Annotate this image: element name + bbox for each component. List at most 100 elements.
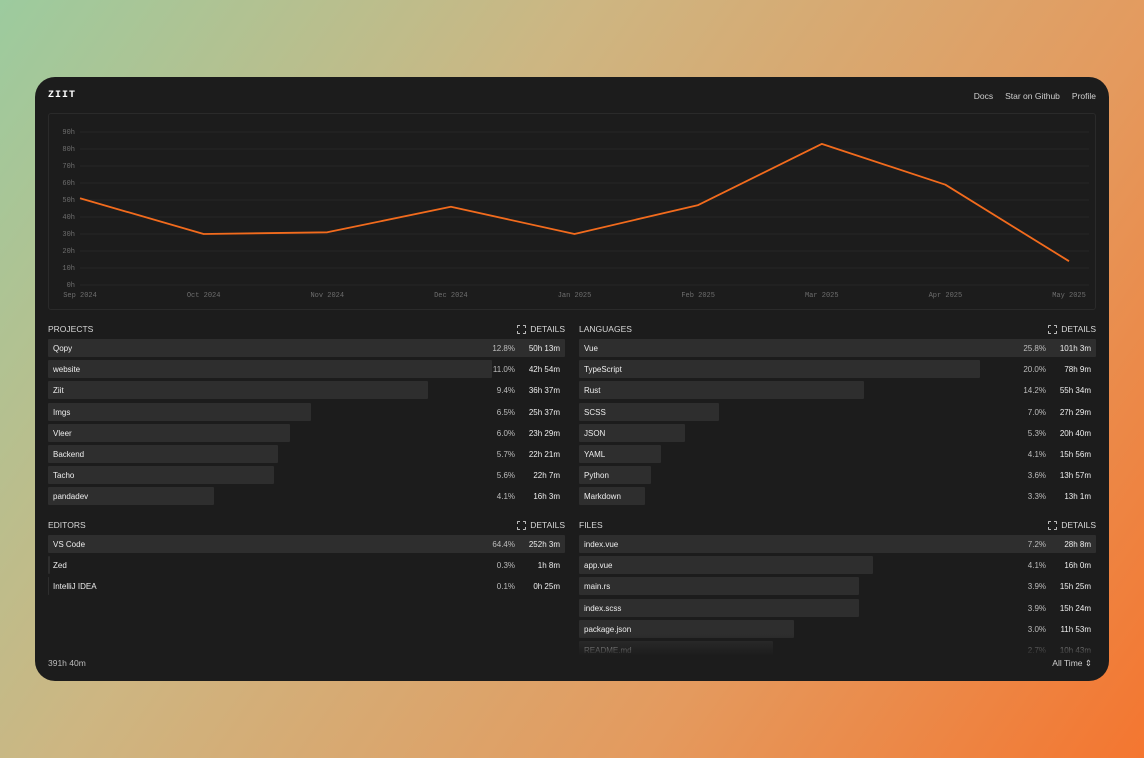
details-button[interactable]: DETAILS — [517, 324, 565, 334]
y-tick-label: 60h — [62, 180, 75, 188]
stat-row: package.json 3.0% 11h 53m — [579, 619, 1096, 638]
stat-row: Markdown 3.3% 13h 1m — [579, 487, 1096, 506]
details-button[interactable]: DETAILS — [1048, 324, 1096, 334]
y-tick-label: 90h — [62, 129, 75, 137]
stat-row: index.scss 3.9% 15h 24m — [579, 598, 1096, 617]
row-time: 0h 25m — [533, 582, 560, 592]
stat-row: Rust 14.2% 55h 34m — [579, 381, 1096, 400]
share-bar — [579, 445, 662, 463]
line-series — [79, 143, 1070, 262]
row-time: 15h 24m — [1059, 603, 1091, 613]
row-percent: 7.2% — [1027, 540, 1046, 549]
row-percent: 0.1% — [496, 582, 515, 592]
stat-row: Python 3.6% 13h 57m — [579, 466, 1096, 485]
x-tick-label: Sep 2024 — [63, 292, 97, 300]
y-tick-label: 10h — [62, 265, 75, 273]
row-percent: 4.1% — [1027, 561, 1046, 571]
stat-row: IntelliJ IDEA 0.1% 0h 25m — [48, 577, 565, 596]
row-name: Markdown — [584, 492, 621, 502]
x-tick-label: May 2025 — [1052, 292, 1086, 300]
app-window: ZIIT Docs Star on Github Profile 0h 10h 20… — [35, 77, 1109, 681]
stat-row: pandadev 4.1% 16h 3m — [48, 487, 565, 506]
row-name: JSON — [584, 428, 606, 438]
row-percent: 3.3% — [1027, 492, 1046, 502]
row-name: Imgs — [53, 407, 71, 417]
row-time: 23h 29m — [528, 428, 560, 438]
row-name: app.vue — [584, 561, 613, 571]
row-percent: 25.8% — [1023, 344, 1046, 353]
stat-row: Qopy 12.8% 50h 13m — [48, 339, 565, 357]
row-percent: 6.0% — [496, 428, 515, 438]
row-time: 101h 3m — [1059, 344, 1091, 353]
row-time: 78h 9m — [1064, 365, 1091, 375]
share-bar — [579, 619, 795, 638]
expand-icon — [517, 324, 527, 334]
row-percent: 64.4% — [492, 540, 515, 549]
share-bar — [48, 487, 214, 506]
y-tick-label: 50h — [62, 197, 75, 205]
x-tick-label: Mar 2025 — [805, 292, 839, 300]
x-tick-label: Apr 2025 — [929, 292, 963, 300]
details-label: DETAILS — [530, 520, 565, 530]
row-time: 1h 8m — [537, 561, 560, 571]
logo[interactable]: ZIIT — [48, 90, 77, 101]
expand-icon — [517, 520, 527, 530]
share-bar — [48, 535, 565, 553]
stat-row: YAML 4.1% 15h 56m — [579, 445, 1096, 463]
row-time: 16h 3m — [533, 492, 560, 502]
row-name: Zed — [53, 561, 67, 571]
row-name: IntelliJ IDEA — [53, 582, 97, 592]
row-percent: 3.0% — [1027, 624, 1046, 634]
share-bar — [48, 360, 493, 379]
details-button[interactable]: DETAILS — [517, 520, 565, 530]
stat-row: Ziit 9.4% 36h 37m — [48, 381, 565, 400]
stat-row: Vue 25.8% 101h 3m — [579, 339, 1096, 357]
row-percent: 6.5% — [496, 407, 515, 417]
row-name: Ziit — [53, 386, 64, 396]
chart-card: 0h 10h 20h 30h 40h 50h 60h 70h 80h 90h Sep 2024 Oct… — [48, 113, 1096, 310]
stat-panel: PROJECTS DETAILS Qopy 12.8% 50h 13m website 11… — [48, 322, 565, 512]
panel-title: FILES — [579, 520, 603, 530]
x-tick-label: Feb 2025 — [681, 292, 715, 300]
share-bar — [579, 556, 874, 575]
share-bar — [579, 402, 720, 421]
details-button[interactable]: DETAILS — [1048, 520, 1096, 530]
share-bar — [579, 598, 860, 617]
share-bar — [48, 466, 275, 485]
share-bar — [579, 466, 652, 485]
row-name: package.json — [584, 624, 632, 634]
x-tick-label: Nov 2024 — [310, 292, 344, 300]
share-bar — [48, 556, 51, 575]
row-name: index.vue — [584, 540, 619, 549]
row-time: 55h 34m — [1059, 386, 1091, 396]
stat-row: Zed 0.3% 1h 8m — [48, 556, 565, 575]
row-time: 28h 8m — [1064, 540, 1091, 549]
stat-row: Tacho 5.6% 22h 7m — [48, 466, 565, 485]
share-bar — [579, 487, 646, 506]
y-tick-label: 20h — [62, 248, 75, 256]
stat-row: website 11.0% 42h 54m — [48, 360, 565, 379]
row-percent: 7.0% — [1027, 407, 1046, 417]
details-label: DETAILS — [1061, 324, 1096, 334]
nav-link[interactable]: Star on Github — [1005, 91, 1060, 101]
share-bar — [48, 445, 279, 463]
stat-row: SCSS 7.0% 27h 29m — [579, 402, 1096, 421]
x-tick-label: Dec 2024 — [434, 292, 468, 300]
row-time: 27h 29m — [1059, 407, 1091, 417]
row-name: Tacho — [53, 471, 75, 481]
expand-icon — [1048, 520, 1058, 530]
nav-link[interactable]: Profile — [1071, 91, 1096, 101]
share-bar — [579, 381, 864, 400]
stat-panel: FILES DETAILS index.vue 7.2% 28h 8m app.vue 4.… — [579, 518, 1096, 656]
share-bar — [579, 339, 1096, 357]
range-select[interactable]: All Time ⇕ — [1052, 658, 1092, 668]
row-name: main.rs — [584, 582, 611, 592]
nav-link[interactable]: Docs — [973, 91, 994, 101]
row-percent: 4.1% — [496, 492, 515, 502]
y-tick-label: 0h — [67, 282, 75, 290]
row-time: 36h 37m — [528, 386, 560, 396]
stat-row: main.rs 3.9% 15h 25m — [579, 577, 1096, 596]
row-name: Qopy — [53, 344, 73, 353]
stat-row: Imgs 6.5% 25h 37m — [48, 402, 565, 421]
row-percent: 3.9% — [1027, 603, 1046, 613]
